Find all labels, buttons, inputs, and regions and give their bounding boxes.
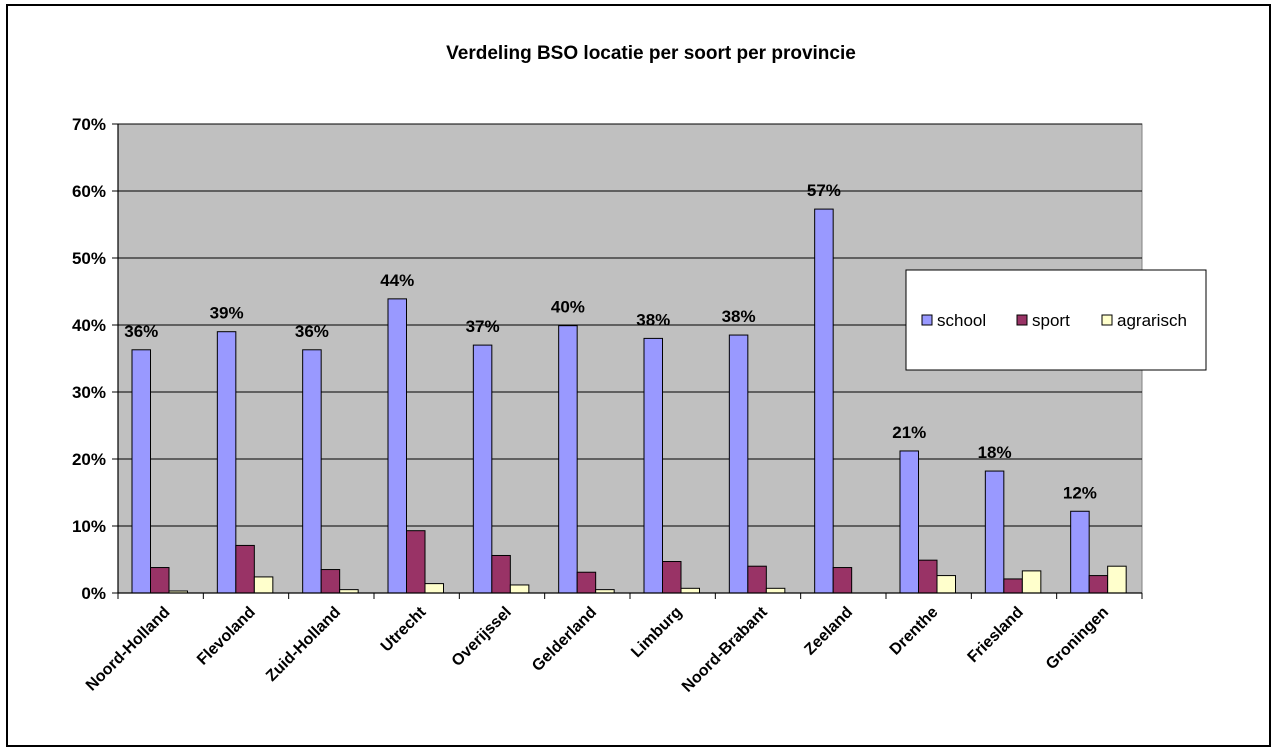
bar-agrarisch-3: [424, 583, 444, 594]
data-label: 40%: [551, 298, 585, 317]
y-tick-label: 10%: [72, 517, 106, 536]
data-label: 36%: [295, 322, 329, 341]
legend-swatch-school: [921, 314, 933, 326]
data-label: 38%: [722, 307, 756, 326]
x-category-label: Zuid-Holland: [263, 604, 344, 685]
data-label: 21%: [892, 423, 926, 442]
bar-school-1: [216, 331, 237, 594]
bar-school-2: [302, 349, 322, 594]
y-tick-label: 20%: [72, 450, 106, 469]
chart-title: Verdeling BSO locatie per soort per prov…: [446, 43, 856, 64]
bar-sport-10: [1003, 578, 1023, 594]
bar-sport-2: [320, 569, 341, 594]
x-category-label: Overijssel: [449, 604, 515, 670]
legend-label-school: school: [937, 311, 986, 330]
legend-box: [905, 269, 1207, 371]
bars: [131, 208, 1127, 594]
bar-sport-1: [235, 544, 255, 594]
bar-agrarisch-7: [765, 587, 786, 594]
data-label: 36%: [124, 322, 158, 341]
bar-sport-0: [150, 567, 170, 594]
x-axis-category-labels: Noord-Holland Flevoland Zuid-Holland Utrech…: [83, 603, 1112, 695]
bar-agrarisch-11: [1107, 565, 1127, 594]
legend: school sport agrarisch: [905, 269, 1207, 371]
x-category-label: Noord-Holland: [83, 604, 174, 695]
axes: [112, 123, 1143, 599]
bar-school-8: [814, 208, 834, 594]
bar-school-11: [1070, 510, 1090, 594]
bar-sport-6: [662, 561, 682, 594]
bar-sport-8: [832, 567, 853, 594]
bar-school-9: [899, 450, 919, 594]
bar-agrarisch-6: [680, 587, 700, 594]
y-tick-label: 70%: [72, 115, 106, 134]
bar-sport-11: [1088, 575, 1109, 594]
y-tick-label: 0%: [81, 584, 106, 603]
bar-sport-7: [747, 565, 767, 594]
y-tick-label: 40%: [72, 316, 106, 335]
x-category-label: Gelderland: [529, 604, 600, 675]
bar-school-5: [558, 325, 578, 594]
data-label: 57%: [807, 181, 841, 200]
x-category-label: Flevoland: [194, 604, 259, 669]
x-category-label: Groningen: [1043, 604, 1112, 673]
bar-school-7: [728, 334, 749, 594]
bar-school-6: [643, 337, 663, 594]
bar-agrarisch-10: [1021, 570, 1042, 594]
x-category-label: Zeeland: [801, 604, 856, 659]
y-tick-label: 60%: [72, 182, 106, 201]
bar-school-10: [984, 470, 1005, 594]
x-category-label: Drenthe: [887, 604, 942, 659]
bar-school-3: [387, 298, 407, 594]
bar-agrarisch-1: [253, 576, 274, 594]
data-label: 44%: [380, 271, 414, 290]
legend-label-sport: sport: [1032, 311, 1070, 330]
data-label: 39%: [210, 304, 244, 323]
legend-label-agrarisch: agrarisch: [1117, 311, 1187, 330]
data-label: 37%: [466, 317, 500, 336]
x-category-label: Noord-Brabant: [679, 603, 771, 695]
y-axis-tick-labels: 0% 10% 20% 30% 40% 50% 60% 70%: [72, 115, 106, 603]
bar-agrarisch-9: [936, 575, 956, 594]
data-label: 18%: [978, 443, 1012, 462]
y-tick-label: 30%: [72, 383, 106, 402]
bar-agrarisch-4: [509, 584, 530, 594]
x-category-label: Limburg: [628, 604, 685, 661]
bar-school-0: [131, 349, 151, 594]
bar-sport-9: [918, 559, 938, 594]
bar-school-4: [472, 344, 493, 594]
data-label: 38%: [636, 310, 670, 329]
data-label: 12%: [1063, 483, 1097, 502]
x-category-label: Utrecht: [378, 603, 430, 655]
y-tick-label: 50%: [72, 249, 106, 268]
bar-sport-3: [406, 530, 426, 594]
legend-swatch-agrarisch: [1101, 314, 1113, 326]
legend-swatch-sport: [1016, 314, 1028, 326]
bar-sport-4: [491, 554, 511, 594]
x-category-label: Friesland: [965, 604, 1027, 666]
bar-sport-5: [576, 571, 597, 594]
data-labels: 36% 39% 36% 44% 37% 40% 38% 38% 57% 21% 18% 12%: [124, 181, 1097, 502]
